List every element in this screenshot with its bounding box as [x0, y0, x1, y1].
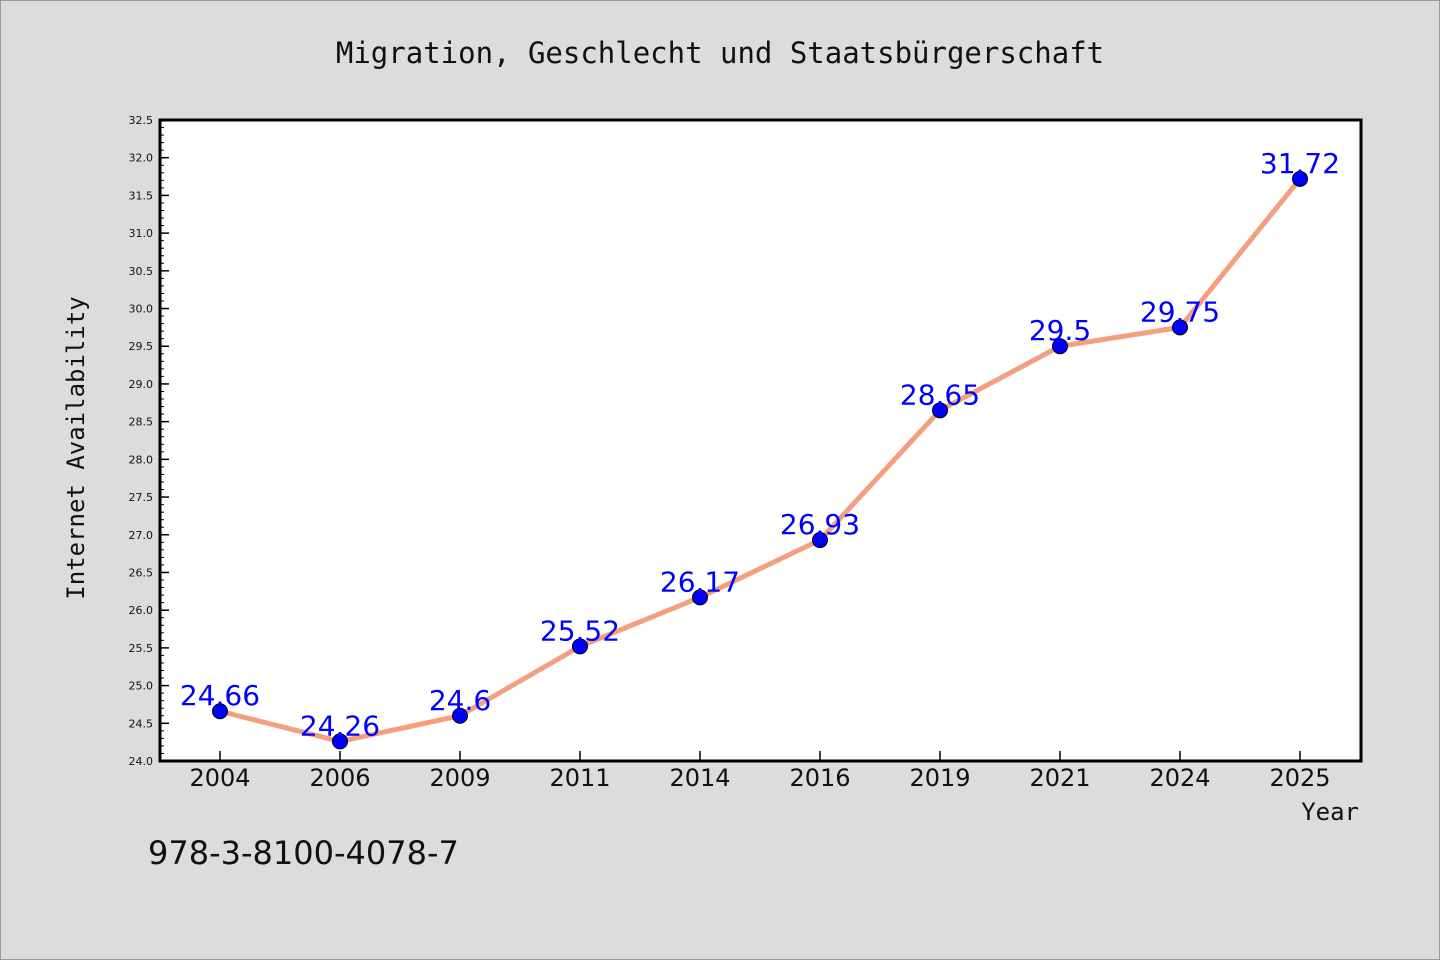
- y-tick-label: 24.5: [129, 717, 154, 730]
- y-tick-label: 26.0: [129, 604, 154, 617]
- data-point: [212, 703, 228, 720]
- y-tick-label: 30.0: [129, 303, 154, 316]
- x-tick-label: 2009: [429, 764, 490, 792]
- data-points: [212, 170, 1308, 750]
- y-tick-label: 29.0: [129, 378, 154, 391]
- y-tick-label: 32.0: [129, 152, 154, 165]
- y-tick-label: 24.0: [129, 755, 154, 768]
- data-label: 29.5: [1029, 314, 1091, 347]
- data-label: 29.75: [1140, 295, 1220, 328]
- plot-area: [158, 118, 1363, 763]
- data-point: [1052, 338, 1068, 355]
- x-tick-label: 2016: [789, 764, 850, 792]
- x-tick-label: 2011: [549, 764, 610, 792]
- data-point: [332, 733, 348, 750]
- x-tick-label: 2025: [1269, 764, 1330, 792]
- data-point: [1292, 170, 1308, 187]
- data-point: [932, 402, 948, 419]
- data-label: 26.17: [660, 565, 740, 598]
- x-tick-label: 2006: [309, 764, 370, 792]
- data-point: [692, 589, 708, 606]
- data-point: [572, 638, 588, 655]
- data-point: [452, 707, 468, 724]
- y-tick-label: 27.5: [129, 491, 154, 504]
- x-tick-label: 2004: [189, 764, 250, 792]
- x-tick-label: 2024: [1149, 764, 1210, 792]
- isbn-footer-text: 978-3-8100-4078-7: [148, 834, 459, 872]
- y-tick-label: 25.5: [129, 642, 154, 655]
- data-label: 26.93: [780, 508, 860, 541]
- y-tick-label: 27.0: [129, 529, 154, 542]
- x-tick-label: 2019: [909, 764, 970, 792]
- data-point: [1172, 319, 1188, 336]
- y-tick-label: 30.5: [129, 265, 154, 278]
- y-tick-label: 28.5: [129, 416, 154, 429]
- data-point: [812, 532, 828, 549]
- data-labels: 24.66 24.26 24.6 25.52 26.17 26.93 28.65 29.5 29…: [180, 147, 1340, 743]
- data-label: 24.66: [180, 679, 260, 712]
- y-axis-label: Internet Availability: [62, 296, 90, 599]
- y-tick-label: 26.5: [129, 566, 154, 579]
- y-tick-label: 32.5: [129, 114, 154, 127]
- data-label: 25.52: [540, 614, 620, 647]
- y-tick-label: 28.0: [129, 453, 154, 466]
- data-label: 24.26: [300, 709, 380, 742]
- y-tick-label: 25.0: [129, 680, 154, 693]
- y-tick-label: 31.5: [129, 189, 154, 202]
- y-axis: 24.0 24.5 25.0 25.5 26.0 26.5 27.0 27.5 28.0 28.5…: [129, 114, 169, 768]
- series-line: [219, 177, 1302, 744]
- x-axis: 2004 2006 2009 2011 2014 2016 2019 2021 2024 2025: [189, 751, 1331, 792]
- x-tick-label: 2014: [669, 764, 730, 792]
- y-tick-label: 31.0: [129, 227, 154, 240]
- data-label: 28.65: [900, 378, 980, 411]
- x-tick-label: 2021: [1029, 764, 1090, 792]
- chart-title: Migration, Geschlecht und Staatsbürgersc…: [336, 36, 1104, 70]
- x-axis-label: Year: [1301, 798, 1359, 826]
- y-tick-label: 29.5: [129, 340, 154, 353]
- data-label: 31.72: [1260, 147, 1340, 180]
- data-label: 24.6: [429, 684, 491, 717]
